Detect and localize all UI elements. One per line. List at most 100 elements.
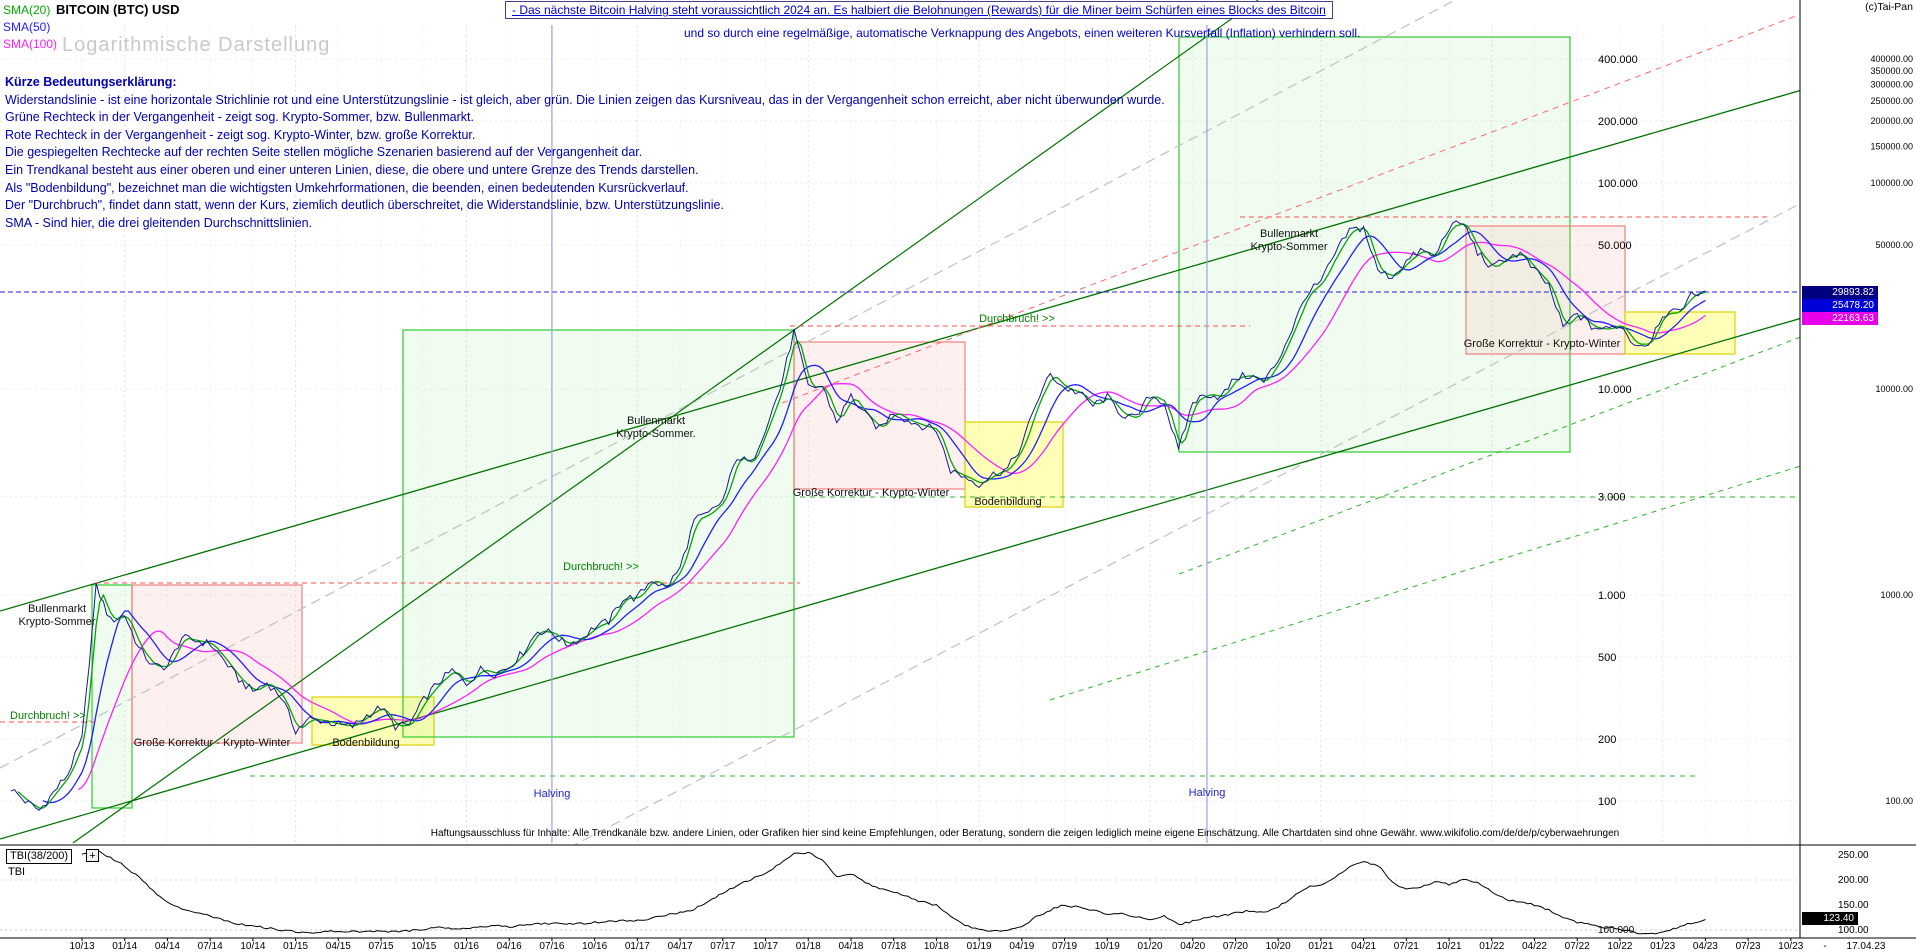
price-scale-label: 100.000 bbox=[1598, 178, 1638, 190]
region-winter-2018 bbox=[793, 341, 966, 490]
right-scale-label: 10000.00 bbox=[1875, 384, 1913, 394]
region-bull-2016-17 bbox=[402, 329, 795, 738]
x-axis-label: 07/21 bbox=[1394, 941, 1419, 952]
x-axis-label: 10/19 bbox=[1095, 941, 1120, 952]
x-axis-label: 01/17 bbox=[625, 941, 650, 952]
x-axis-label: 07/16 bbox=[539, 941, 564, 952]
x-axis-label: 01/23 bbox=[1650, 941, 1675, 952]
x-axis-label: 01/20 bbox=[1137, 941, 1162, 952]
tbi-label: TBI bbox=[8, 866, 26, 878]
price-scale-label: 500 bbox=[1598, 652, 1616, 664]
right-scale-label: 1000.00 bbox=[1880, 590, 1913, 600]
x-axis-label: 07/22 bbox=[1565, 941, 1590, 952]
trend-line bbox=[72, 0, 1259, 844]
right-scale-label: 300000.00 bbox=[1870, 80, 1913, 90]
price-tag-0: 29893.82 bbox=[1802, 286, 1878, 299]
x-axis-label: 10/14 bbox=[240, 941, 265, 952]
tbi-mid-scale-label: 100.000 bbox=[1598, 925, 1635, 936]
tbi-indicator-button[interactable]: TBI(38/200) bbox=[6, 849, 73, 864]
right-scale-label: 100.00 bbox=[1885, 796, 1913, 806]
x-axis-label: 10/16 bbox=[582, 941, 607, 952]
tbi-series bbox=[81, 849, 1706, 935]
x-axis-label: 10/23 bbox=[1778, 941, 1803, 952]
legend-sma100: SMA(100) bbox=[3, 37, 58, 51]
explanation-line: Ein Trendkanal besteht aus einer oberen … bbox=[5, 162, 699, 177]
trend-line bbox=[573, 202, 1800, 845]
disclaimer-text: Haftungsausschluss für Inhalte: Alle Tre… bbox=[430, 828, 1620, 839]
chart-annotation: Bullenmarkt Krypto-Sommer. bbox=[616, 415, 695, 440]
chart-annotation: Bullenmarkt Krypto-Sommer bbox=[18, 603, 95, 628]
right-scale-label: 250000.00 bbox=[1870, 96, 1913, 106]
x-axis-label: 01/21 bbox=[1308, 941, 1333, 952]
x-axis-label: 10/21 bbox=[1437, 941, 1462, 952]
x-axis-label: 07/14 bbox=[198, 941, 223, 952]
x-axis-label: 01/16 bbox=[454, 941, 479, 952]
chart-annotation: Bodenbildung bbox=[332, 737, 399, 749]
right-scale-label: 100000.00 bbox=[1870, 178, 1913, 188]
region-boden-2022-23 bbox=[1624, 311, 1736, 355]
chart-annotation: Große Korrektur - Krypto-Winter bbox=[793, 487, 950, 499]
x-axis-label: 01/15 bbox=[283, 941, 308, 952]
explanation-line: Die gespiegelten Rechtecke auf der recht… bbox=[5, 145, 643, 160]
region-bull-2020-21 bbox=[1178, 36, 1571, 453]
price-tag-1: 25478.20 bbox=[1802, 299, 1878, 312]
region-layer bbox=[91, 36, 1736, 809]
x-axis-label: 04/18 bbox=[838, 941, 863, 952]
x-axis-label: 01/22 bbox=[1479, 941, 1504, 952]
x-axis-label: 04/20 bbox=[1180, 941, 1205, 952]
trend-line bbox=[0, 317, 1800, 840]
legend-sma50: SMA(50) bbox=[3, 20, 51, 34]
explanation-line: Grüne Rechteck in der Vergangenheit - ze… bbox=[5, 110, 474, 125]
price-scale-label: 1.000 bbox=[1598, 590, 1626, 602]
x-axis-label: 01/14 bbox=[112, 941, 137, 952]
x-axis-label: 01/18 bbox=[796, 941, 821, 952]
x-axis-label: 10/15 bbox=[411, 941, 436, 952]
x-axis-label: 10/20 bbox=[1266, 941, 1291, 952]
chart-annotation: Halving bbox=[1189, 787, 1226, 799]
halving-note-line2: und so durch eine regelmäßige, automatis… bbox=[684, 26, 1361, 40]
x-axis-label: 01/19 bbox=[967, 941, 992, 952]
x-axis-label: 10/22 bbox=[1607, 941, 1632, 952]
x-axis-label: 07/15 bbox=[369, 941, 394, 952]
tbi-expand-button[interactable]: + bbox=[86, 849, 99, 862]
sma-series-SMA(50) bbox=[42, 230, 1706, 804]
x-axis-label: 04/22 bbox=[1522, 941, 1547, 952]
chart-annotation: Bullenmarkt Krypto-Sommer bbox=[1250, 228, 1327, 253]
x-axis-label: 04/21 bbox=[1351, 941, 1376, 952]
price-tag-2: 22163.63 bbox=[1802, 312, 1878, 325]
x-axis-label: 07/20 bbox=[1223, 941, 1248, 952]
price-series bbox=[10, 220, 1706, 811]
copyright-label: (c)Tai-Pan bbox=[1865, 1, 1913, 13]
chart-annotation: Durchbruch! >> bbox=[563, 561, 639, 573]
grid-layer bbox=[0, 25, 1800, 843]
right-scale-label: 150000.00 bbox=[1870, 142, 1913, 152]
x-axis-label: 07/18 bbox=[881, 941, 906, 952]
x-axis-label: 10/18 bbox=[924, 941, 949, 952]
chart-annotation: Große Korrektur - Krypto-Winter bbox=[1464, 338, 1621, 350]
explanation-line: SMA - Sind hier, die drei gleitenden Dur… bbox=[5, 215, 313, 230]
price-scale-label: 200 bbox=[1598, 734, 1616, 746]
right-scale-label: 400000.00 bbox=[1870, 54, 1913, 64]
x-axis-label: - bbox=[1823, 941, 1826, 952]
trend-line bbox=[0, 0, 1456, 769]
sma-series-SMA(100) bbox=[78, 241, 1706, 791]
explanation-line: Widerstandslinie - ist eine horizontale … bbox=[5, 92, 1165, 107]
price-scale-label: 200.000 bbox=[1598, 116, 1638, 128]
series-layer bbox=[10, 220, 1706, 811]
x-axis-label: 04/15 bbox=[326, 941, 351, 952]
explanation-block: Kürze Bedeutungserklärung: Widerstandsli… bbox=[5, 74, 1165, 232]
right-scale-label: 200000.00 bbox=[1870, 116, 1913, 126]
right-scale-label: 50000.00 bbox=[1875, 240, 1913, 250]
tbi-scale-label: 100.00 bbox=[1838, 925, 1869, 936]
x-axis-label: 04/14 bbox=[155, 941, 180, 952]
scale-mode-watermark: Logarithmische Darstellung bbox=[62, 34, 331, 56]
price-scale-label: 400.000 bbox=[1598, 54, 1638, 66]
explanation-line: Der "Durchbruch", findet dann statt, wen… bbox=[5, 198, 724, 213]
price-scale-label: 100 bbox=[1598, 796, 1616, 808]
halving-note-box: - Das nächste Bitcoin Halving steht vora… bbox=[505, 1, 1333, 19]
right-scale-label: 350000.00 bbox=[1870, 66, 1913, 76]
tbi-layer bbox=[0, 849, 1800, 935]
